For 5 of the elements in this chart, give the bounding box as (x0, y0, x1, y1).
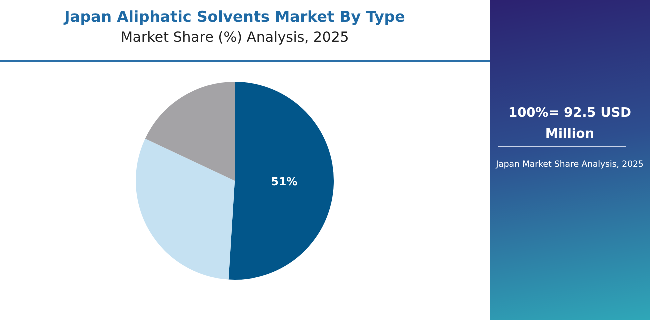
chart-title: Japan Aliphatic Solvents Market By Type (62, 8, 406, 26)
data-label: 51% (271, 175, 298, 188)
text: Japan Market Share Analysis, 2025 (494, 160, 645, 170)
chart-subtitle: Market Share (%) Analysis, 2025 (120, 30, 350, 46)
text: 100%= 92.5 USD Million (508, 105, 632, 144)
